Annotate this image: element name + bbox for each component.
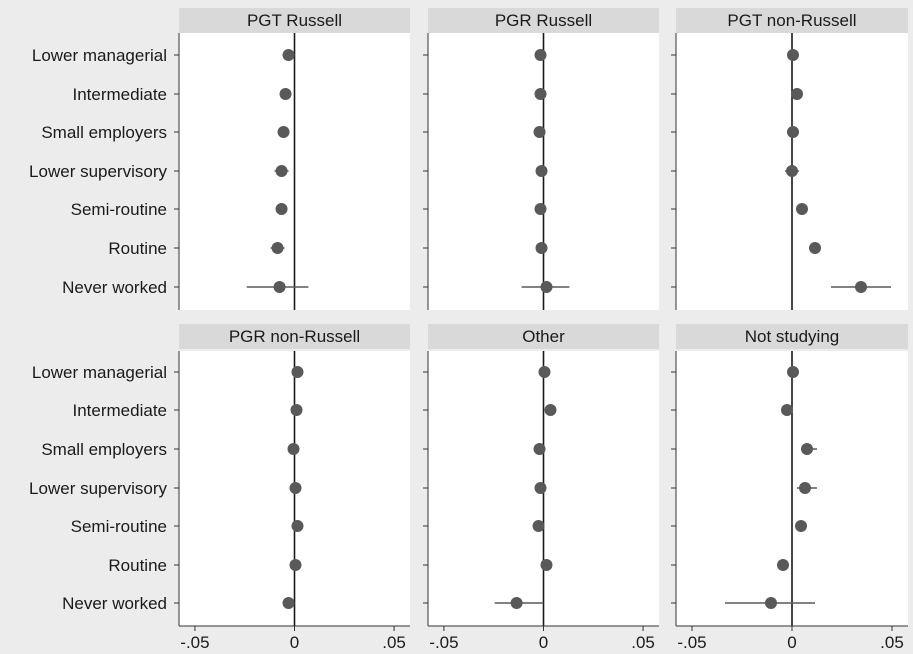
estimate-point [538,366,551,378]
estimate-point [535,242,548,254]
estimate-point [533,126,546,138]
estimate-point [275,165,288,177]
estimate-point [289,482,302,494]
facet-panel: PGT non-Russell [671,8,908,310]
estimate-point [290,404,303,416]
category-label: Intermediate [73,401,168,420]
category-label: Lower managerial [32,46,167,65]
x-tick-label: .05 [382,633,406,652]
category-label: Never worked [62,278,167,297]
facet-panel: PGR non-Russell -.05 0 .05 [174,324,410,652]
panel-title-bar [179,324,410,349]
estimate-point [765,597,777,609]
panel-title: PGT Russell [247,11,342,30]
x-tick-label: 0 [787,633,796,652]
estimate-point [534,49,547,61]
panel-title: PGT non-Russell [727,11,856,30]
estimate-point [535,165,548,177]
facet-panel: PGR Russell [423,8,659,310]
panel-title-bar [179,8,410,33]
category-label: Routine [108,556,167,575]
estimate-point [787,49,799,61]
estimate-point [533,443,546,455]
panel-title: PGR non-Russell [229,327,360,346]
estimate-point [275,203,288,215]
estimate-point [534,482,547,494]
category-label: Lower managerial [32,363,167,382]
estimate-point [787,126,799,138]
facet-panel: Other -.05 0 .05 [423,324,659,652]
category-label: Semi-routine [71,200,167,219]
panel-title: Other [522,327,565,346]
estimate-point [791,88,803,100]
panel-title-bar [676,324,908,349]
x-tick-label: -.05 [429,633,458,652]
panel-title-bar [428,324,659,349]
x-tick-label: -.05 [180,633,209,652]
estimate-point [540,559,553,571]
estimate-point [279,88,292,100]
category-label: Routine [108,239,167,258]
x-tick-label: -.05 [677,633,706,652]
estimate-point [291,366,304,378]
category-label: Small employers [41,123,167,142]
estimate-point [271,242,284,254]
category-label: Intermediate [73,85,168,104]
category-label: Lower supervisory [29,479,167,498]
facet-panel: PGT Russell [174,8,410,310]
estimate-point [287,443,300,455]
estimate-point [282,49,295,61]
x-tick-label: 0 [539,633,548,652]
x-tick-label: .05 [631,633,655,652]
estimate-point [544,404,557,416]
estimate-point [534,88,547,100]
facet-panel: Not studying -.05 0 .05 [671,324,908,652]
estimate-point [786,165,798,177]
estimate-point [796,203,808,215]
estimate-point [534,203,547,215]
category-label: Never worked [62,594,167,613]
x-tick-label: 0 [290,633,299,652]
estimate-point [799,482,811,494]
x-tick-label: .05 [880,633,904,652]
estimate-point [781,404,793,416]
estimate-point [510,597,523,609]
estimate-point [787,366,799,378]
panel-title-bar [676,8,908,33]
estimate-point [273,281,286,293]
panel-title: PGR Russell [495,11,592,30]
estimate-point [777,559,789,571]
estimate-point [809,242,821,254]
category-label: Small employers [41,440,167,459]
estimate-point [282,597,295,609]
estimate-point [289,559,302,571]
panel-title: Not studying [745,327,840,346]
category-label: Semi-routine [71,517,167,536]
estimate-point [540,281,553,293]
estimate-point [855,281,867,293]
panel-title-bar [428,8,659,33]
category-label: Lower supervisory [29,162,167,181]
estimate-point [801,443,813,455]
estimate-point [532,520,545,532]
estimate-point [795,520,807,532]
estimate-point [291,520,304,532]
estimate-point [277,126,290,138]
